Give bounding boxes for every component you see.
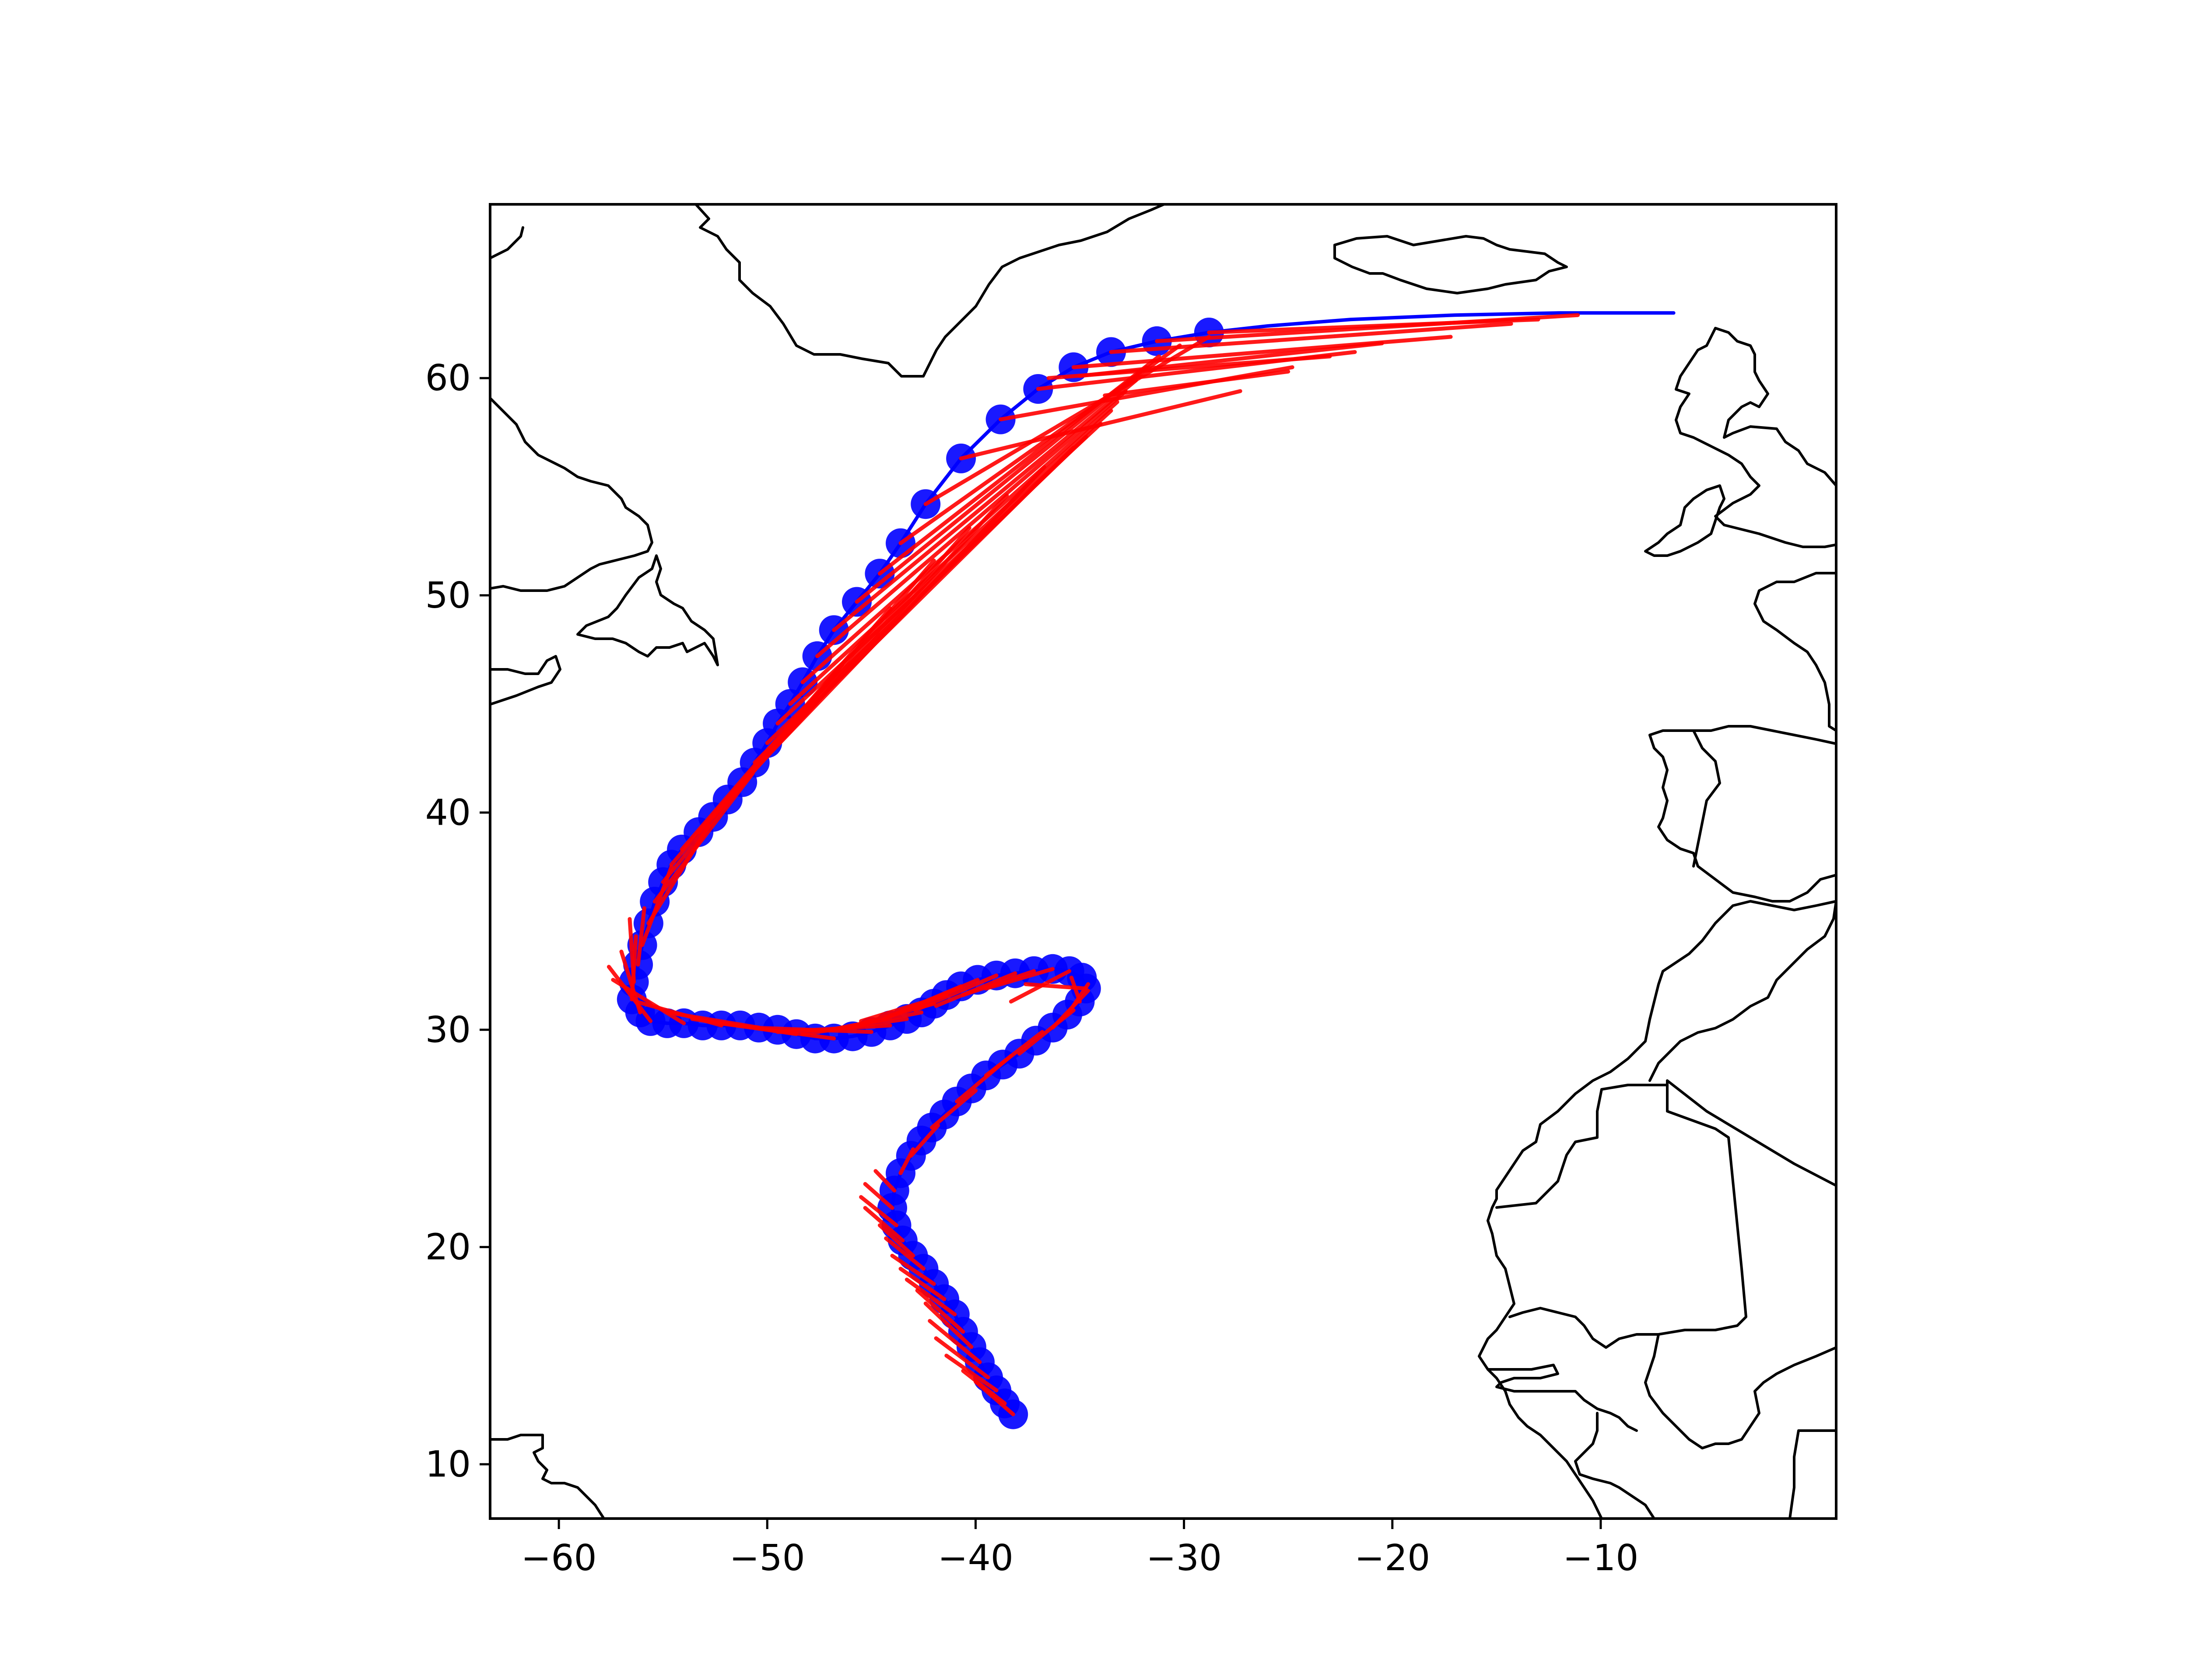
forecast-segment bbox=[905, 1278, 957, 1316]
greenland-west-tip bbox=[490, 226, 524, 259]
x-tick-label: −60 bbox=[521, 1537, 597, 1579]
forecast-segment bbox=[855, 365, 1149, 604]
morocco-border bbox=[1648, 900, 1836, 1082]
forecast-segment bbox=[863, 1206, 905, 1242]
ivory-coast-border bbox=[1788, 1429, 1836, 1519]
mauritania-border bbox=[1508, 1079, 1747, 1349]
y-tick-label: 30 bbox=[425, 1009, 471, 1051]
forecast-segment bbox=[859, 1195, 898, 1228]
x-tick-label: −50 bbox=[729, 1537, 805, 1579]
x-tick-label: −20 bbox=[1354, 1537, 1430, 1579]
forecast-segment bbox=[832, 378, 1138, 632]
forecast-segment bbox=[923, 1301, 974, 1349]
iberia-coastline bbox=[1648, 725, 1836, 903]
y-tick-label: 20 bbox=[425, 1226, 471, 1268]
forecast-segment bbox=[1207, 317, 1540, 335]
forecast-segment bbox=[915, 1288, 965, 1334]
plot-area bbox=[490, 204, 1836, 1519]
forecast-segment bbox=[1071, 335, 1453, 369]
forecast-segment bbox=[934, 971, 1017, 1008]
africa-coastline bbox=[1478, 900, 1836, 1519]
forecast-segment bbox=[800, 400, 1119, 684]
forecast-segment bbox=[934, 1336, 990, 1379]
forecast-segment bbox=[863, 1182, 894, 1210]
y-tick-label: 40 bbox=[425, 792, 471, 833]
forecast-segment bbox=[923, 335, 1211, 506]
forecast-segment bbox=[815, 389, 1128, 658]
forecast-segment bbox=[890, 1253, 936, 1286]
y-tick-label: 10 bbox=[425, 1444, 471, 1485]
forecast-segment bbox=[898, 1267, 947, 1301]
forecast-segment bbox=[1024, 982, 1088, 990]
forecast-segment bbox=[1109, 322, 1513, 354]
newfoundland-coastline bbox=[576, 554, 719, 666]
interior-border bbox=[1644, 1333, 1836, 1449]
forecast-segment bbox=[628, 917, 636, 984]
x-tick-label: −40 bbox=[938, 1537, 1013, 1579]
forecast-segment bbox=[873, 1169, 897, 1193]
y-tick-label: 60 bbox=[425, 357, 471, 399]
observed-track-path bbox=[630, 311, 1676, 1416]
greenland-coastline bbox=[694, 204, 1165, 378]
y-tick-label: 50 bbox=[425, 575, 471, 616]
observed-track-points bbox=[617, 318, 1224, 1429]
forecast-segment bbox=[1103, 369, 1290, 398]
scotland-coastline bbox=[1675, 327, 1836, 548]
senegal-gambia-border bbox=[1487, 1364, 1638, 1432]
forecast-segment bbox=[909, 1123, 940, 1158]
x-tick-label: −10 bbox=[1563, 1537, 1638, 1579]
forecast-segment bbox=[959, 389, 1242, 461]
forecast-segment bbox=[607, 965, 653, 1023]
forecast-segment bbox=[984, 1030, 1045, 1078]
forecast-segments bbox=[607, 313, 1580, 1417]
coastlines bbox=[490, 204, 1836, 1519]
portugal-border bbox=[1692, 729, 1721, 868]
forecast-segment bbox=[788, 409, 1113, 706]
forecast-segment bbox=[928, 1319, 982, 1364]
axes-frame bbox=[489, 203, 1837, 1520]
nova-scotia-coastline bbox=[490, 655, 561, 706]
forecast-segment bbox=[1046, 354, 1332, 380]
observed-track-line bbox=[630, 311, 1676, 1416]
south-america-tip bbox=[490, 1434, 605, 1519]
western-sahara-border bbox=[1495, 1084, 1669, 1209]
forecast-segment bbox=[636, 906, 646, 967]
y-axis: 10 20 30 40 50 60 bbox=[425, 357, 490, 1485]
france-coastline bbox=[1753, 572, 1836, 732]
forecast-segment bbox=[961, 1368, 1007, 1406]
ireland-coastline bbox=[1644, 484, 1725, 557]
forecast-segment bbox=[634, 999, 723, 1028]
forecast-segment bbox=[859, 993, 949, 1023]
forecast-segment bbox=[884, 1236, 926, 1271]
forecast-segment bbox=[775, 422, 1103, 726]
iceland-coastline bbox=[1333, 235, 1568, 294]
x-tick-label: −30 bbox=[1146, 1537, 1222, 1579]
labrador-coastline bbox=[490, 397, 653, 592]
mali-border bbox=[1666, 1079, 1836, 1187]
forecast-segment bbox=[877, 1223, 915, 1258]
guinea-border bbox=[1574, 1412, 1655, 1519]
x-axis: −60 −50 −40 −30 −20 −10 bbox=[521, 1519, 1638, 1579]
forecast-segment bbox=[944, 1354, 999, 1393]
forecast-segment bbox=[930, 1088, 978, 1130]
forecast-segment bbox=[1009, 969, 1072, 1004]
forecast-segment bbox=[619, 949, 642, 1015]
